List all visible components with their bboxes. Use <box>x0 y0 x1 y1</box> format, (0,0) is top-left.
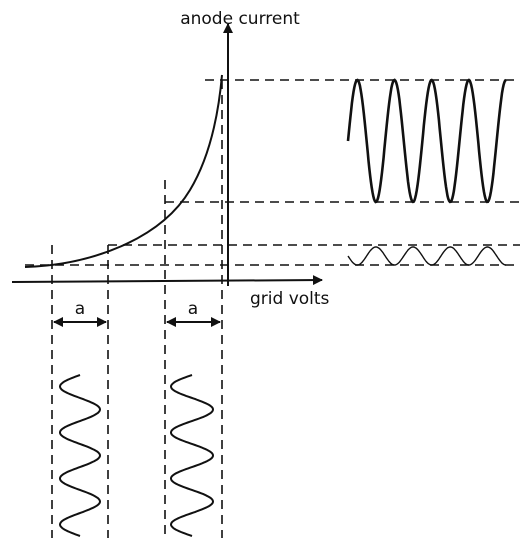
waveform <box>346 78 507 204</box>
characteristic-curve <box>24 74 223 268</box>
y-axis-label: anode current <box>180 9 300 29</box>
annotation: a <box>75 299 85 319</box>
waveform <box>347 246 507 266</box>
waveform <box>169 374 215 537</box>
x-axis-label: grid volts <box>250 289 330 309</box>
x-axis <box>11 275 323 286</box>
annotation: a <box>188 299 198 319</box>
waveform <box>58 374 102 537</box>
